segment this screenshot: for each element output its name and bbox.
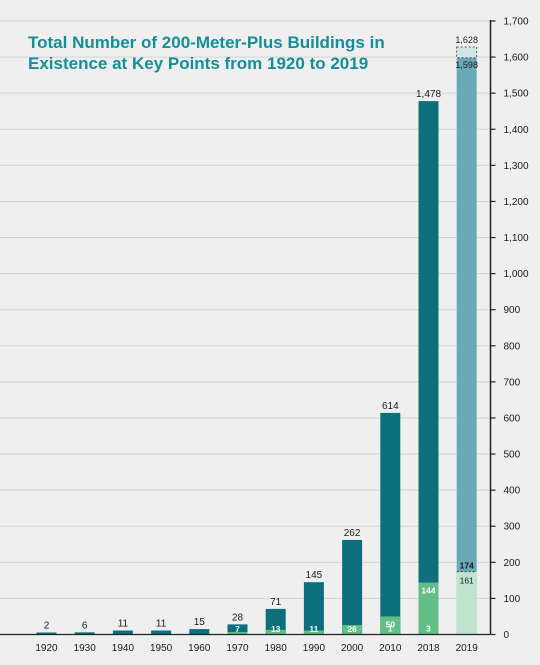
bar bbox=[342, 539, 363, 635]
y-tick-label: 1,000 bbox=[504, 269, 529, 280]
bar-cap bbox=[456, 46, 478, 59]
y-tick-label: 1,100 bbox=[504, 233, 529, 244]
chart-title-line-2: Existence at Key Points from 1920 to 201… bbox=[28, 54, 369, 73]
bar bbox=[36, 632, 57, 635]
inner-label: 11 bbox=[309, 624, 318, 634]
total-label: 145 bbox=[306, 570, 323, 581]
y-tick-label: 300 bbox=[504, 522, 521, 533]
y-tick-label: 500 bbox=[504, 450, 521, 461]
bar bbox=[265, 608, 286, 635]
inner-bar bbox=[303, 630, 324, 635]
x-tick-label: 2018 bbox=[417, 643, 440, 654]
y-tick-label: 1,400 bbox=[504, 125, 529, 136]
bottom-label: 3 bbox=[426, 624, 431, 634]
x-tick-label: 1940 bbox=[112, 643, 135, 654]
bar bbox=[189, 629, 210, 635]
total-label: 1,628 bbox=[455, 35, 478, 45]
y-tick-label: 100 bbox=[504, 594, 521, 605]
total-label: 1,478 bbox=[416, 89, 441, 100]
total-label: 262 bbox=[344, 528, 361, 539]
total-label: 614 bbox=[382, 401, 399, 412]
x-tick-label: 1970 bbox=[226, 643, 249, 654]
y-tick-label: 700 bbox=[504, 377, 521, 388]
total-label: 11 bbox=[118, 619, 129, 630]
x-tick-label: 1950 bbox=[150, 643, 173, 654]
x-tick-label: 1930 bbox=[74, 643, 97, 654]
y-tick-label: 800 bbox=[504, 341, 521, 352]
inner-bar bbox=[342, 625, 363, 635]
bar bbox=[456, 57, 477, 635]
inner-label: 26 bbox=[347, 624, 357, 634]
total-label: 15 bbox=[194, 617, 206, 628]
inner-bar bbox=[265, 629, 286, 635]
bottom-label: 161 bbox=[460, 576, 474, 586]
total-label: 2 bbox=[44, 621, 50, 632]
total-label: 28 bbox=[232, 612, 244, 623]
inner-label: 174 bbox=[460, 561, 474, 571]
total-label: 71 bbox=[270, 597, 282, 608]
y-tick-label: 1,500 bbox=[504, 89, 529, 100]
y-tick-label: 0 bbox=[504, 630, 510, 641]
bar bbox=[380, 412, 401, 635]
x-tick-label: 1990 bbox=[303, 643, 326, 654]
inner-label: 13 bbox=[271, 624, 281, 634]
y-tick-label: 200 bbox=[504, 558, 521, 569]
inner-label: 144 bbox=[421, 586, 435, 596]
total-label: 11 bbox=[156, 619, 167, 630]
extra-label: 1,598 bbox=[455, 60, 478, 70]
y-tick-label: 1,200 bbox=[504, 197, 529, 208]
x-tick-label: 1920 bbox=[35, 643, 58, 654]
x-tick-label: 1980 bbox=[265, 643, 288, 654]
inner-label: 50 bbox=[386, 619, 396, 629]
inner-bar bbox=[456, 571, 477, 635]
bar bbox=[418, 101, 439, 635]
bottom-label: 1 bbox=[388, 624, 393, 634]
y-tick-label: 1,600 bbox=[504, 53, 529, 64]
bar bbox=[227, 624, 248, 635]
y-tick-label: 400 bbox=[504, 486, 521, 497]
chart-title: Total Number of 200-Meter-Plus Buildings… bbox=[28, 32, 448, 74]
inner-bar bbox=[380, 616, 401, 635]
chart-title-line-1: Total Number of 200-Meter-Plus Buildings… bbox=[28, 33, 385, 52]
x-tick-label: 1960 bbox=[188, 643, 211, 654]
y-tick-label: 1,300 bbox=[504, 161, 529, 172]
bar bbox=[303, 582, 324, 635]
inner-bar bbox=[227, 631, 248, 635]
bar bbox=[112, 630, 133, 635]
x-tick-label: 2019 bbox=[456, 643, 479, 654]
x-tick-label: 2010 bbox=[379, 643, 402, 654]
inner-bar bbox=[418, 582, 439, 635]
bar bbox=[74, 632, 95, 635]
total-label: 6 bbox=[82, 620, 88, 631]
y-tick-label: 600 bbox=[504, 413, 521, 424]
x-tick-label: 2000 bbox=[341, 643, 364, 654]
y-tick-label: 900 bbox=[504, 305, 521, 316]
y-tick-label: 1,700 bbox=[504, 17, 529, 28]
bar bbox=[151, 630, 172, 635]
inner-label: 7 bbox=[235, 624, 240, 634]
